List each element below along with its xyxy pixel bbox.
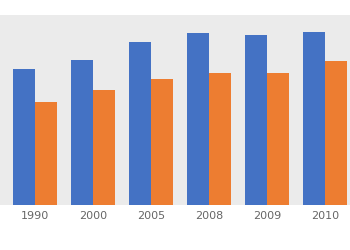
Bar bbox=[209, 72, 231, 205]
Bar bbox=[35, 102, 57, 205]
Bar bbox=[129, 42, 151, 205]
Bar bbox=[93, 90, 115, 205]
Bar bbox=[187, 34, 209, 205]
Bar bbox=[71, 60, 93, 205]
Bar bbox=[245, 34, 267, 205]
Bar bbox=[267, 73, 289, 205]
Bar bbox=[151, 78, 173, 205]
Bar bbox=[303, 32, 325, 205]
Bar bbox=[325, 61, 347, 205]
Bar bbox=[13, 69, 35, 205]
